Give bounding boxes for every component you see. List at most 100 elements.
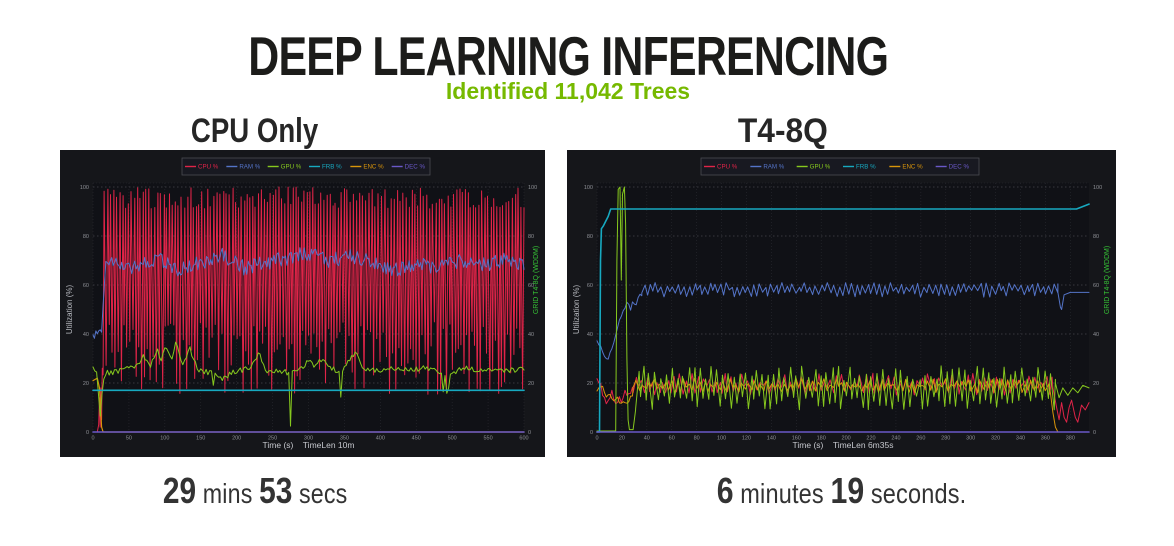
x-tick-label: 40 [644, 436, 650, 442]
y-tick-label: 20 [587, 381, 593, 387]
t4-utilization-chart: 0 20 40 60 80 100 120 140 160 180 200 220 240 260 280 3… [567, 150, 1116, 457]
caption-word: mins [195, 478, 259, 509]
chart-panel-cpu: 0 50 100 150 200 250 300 350 400 450 500 550 600 0 0 20… [60, 150, 545, 457]
x-tick-label: 500 [448, 436, 457, 442]
x-tick-label: 400 [376, 436, 385, 442]
legend-label: CPU % [198, 164, 219, 171]
caption-number: 19 [830, 470, 865, 511]
y-tick-label-right: 40 [528, 332, 534, 338]
column-heading-t4-text: T4-8Q [738, 112, 828, 150]
column-heading-cpu: CPU Only [105, 112, 405, 151]
y-tick-label: 80 [83, 234, 89, 240]
x-tick-label: 550 [483, 436, 492, 442]
x-tick-label: 150 [196, 436, 205, 442]
legend-label: DEC % [949, 164, 970, 171]
y-tick-label: 40 [83, 332, 89, 338]
caption-cpu-time-text: 29 mins 53 secs [163, 470, 348, 512]
y-tick-label-right: 0 [528, 430, 531, 436]
legend-label: GPU % [281, 164, 302, 171]
x-axis-label: Time (s) TimeLen 10m [263, 440, 355, 450]
y-tick-label-right: 40 [1093, 332, 1099, 338]
caption-word: secs [292, 478, 348, 509]
y-tick-label: 20 [83, 381, 89, 387]
x-tick-label: 320 [991, 436, 1000, 442]
legend-label: CPU % [717, 164, 738, 171]
x-tick-label: 200 [232, 436, 241, 442]
right-axis-label: GRID T4-8Q (WDDM) [533, 246, 540, 314]
x-tick-label: 280 [941, 436, 950, 442]
legend: CPU % RAM % GPU % FRB % ENC % DEC % [700, 157, 980, 176]
y-tick-label-right: 20 [1093, 381, 1099, 387]
legend-label: RAM % [763, 164, 784, 171]
x-tick-label: 120 [742, 436, 751, 442]
legend-box [700, 157, 980, 176]
legend-label: DEC % [405, 164, 426, 171]
x-tick-label: 100 [717, 436, 726, 442]
series-frb- [596, 203, 1090, 433]
x-tick-label: 350 [340, 436, 349, 442]
right-axis-label: GRID T4-8Q (WDDM) [1104, 246, 1111, 314]
y-axis-label: Utilization (%) [65, 284, 74, 334]
x-tick-label: 80 [694, 436, 700, 442]
x-tick-label: 300 [966, 436, 975, 442]
x-tick-label: 100 [160, 436, 169, 442]
series-lines [92, 186, 525, 433]
caption-word: seconds. [864, 478, 967, 509]
caption-number: 29 [162, 470, 196, 511]
legend-label: GPU % [810, 164, 831, 171]
x-axis-label: Time (s) TimeLen 6m35s [793, 440, 894, 450]
column-heading-cpu-text: CPU Only [191, 112, 319, 150]
series-gpu- [92, 341, 525, 427]
x-tick-label: 360 [1041, 436, 1050, 442]
x-tick-label: 0 [91, 436, 94, 442]
x-axis: 0 20 40 60 80 100 120 140 160 180 200 220 240 260 280 3… [595, 436, 1074, 442]
x-tick-label: 60 [669, 436, 675, 442]
y-tick-label-right: 0 [1093, 430, 1096, 436]
plot-area [597, 183, 1089, 432]
x-tick-label: 250 [268, 436, 277, 442]
caption-cpu-time: 29 mins 53 secs [105, 470, 405, 512]
y-tick-label: 60 [83, 283, 89, 289]
x-tick-label: 20 [619, 436, 625, 442]
x-tick-label: 240 [891, 436, 900, 442]
caption-number: 6 [717, 470, 735, 511]
y-tick-label-right: 80 [528, 234, 534, 240]
y-tick-label: 100 [584, 185, 593, 191]
legend: CPU % RAM % GPU % FRB % ENC % DEC % [181, 157, 431, 176]
caption-t4-time: 6 minutes 19 seconds. [692, 470, 992, 512]
page-title: DEEP LEARNING INFERENCING [0, 24, 1136, 88]
x-tick-label: 200 [842, 436, 851, 442]
y-tick-label: 80 [587, 234, 593, 240]
series-cpu- [92, 186, 525, 433]
subtitle: Identified 11,042 Trees [445, 78, 691, 104]
x-tick-label: 140 [767, 436, 776, 442]
legend-label: RAM % [239, 164, 260, 171]
x-tick-label: 260 [916, 436, 925, 442]
y-tick-label-right: 100 [1093, 185, 1102, 191]
x-tick-label: 160 [792, 436, 801, 442]
x-tick-label: 220 [866, 436, 875, 442]
x-tick-label: 340 [1016, 436, 1025, 442]
x-tick-label: 600 [519, 436, 528, 442]
column-heading-t4: T4-8Q [633, 112, 933, 151]
series-lines [596, 186, 1090, 433]
caption-number: 53 [258, 470, 293, 511]
y-tick-label-right: 60 [1093, 283, 1099, 289]
y-axis: 0 0 20 20 40 40 60 60 80 80 100 100 [80, 185, 537, 436]
legend-label: ENC % [363, 164, 384, 171]
caption-t4-time-text: 6 minutes 19 seconds. [717, 470, 967, 512]
y-tick-label: 0 [86, 430, 89, 436]
series-ram- [92, 247, 525, 339]
y-tick-label-right: 20 [528, 381, 534, 387]
y-tick-label: 100 [80, 185, 89, 191]
y-tick-label-right: 60 [528, 283, 534, 289]
x-tick-label: 50 [126, 436, 132, 442]
y-tick-label: 60 [587, 283, 593, 289]
page-title-text: DEEP LEARNING INFERENCING [248, 25, 889, 87]
x-tick-label: 450 [412, 436, 421, 442]
x-tick-label: 0 [595, 436, 598, 442]
x-tick-label: 380 [1066, 436, 1075, 442]
legend-box [181, 157, 431, 176]
series-ram- [596, 282, 1090, 360]
